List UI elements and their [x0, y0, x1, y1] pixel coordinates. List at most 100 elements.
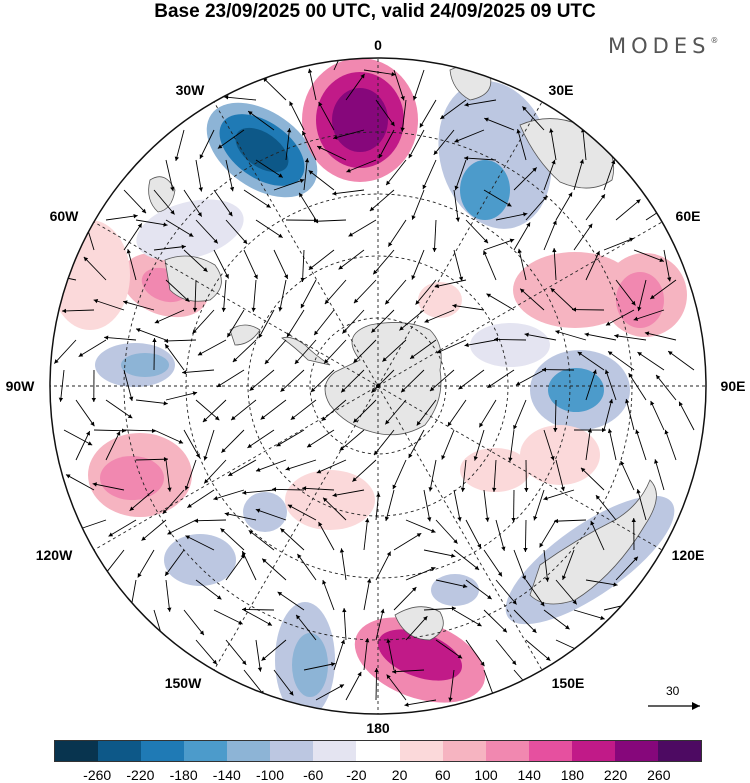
wind-arrow — [635, 429, 647, 461]
wind-arrow — [435, 519, 458, 544]
wind-arrow — [625, 398, 635, 431]
wind-arrow — [184, 459, 197, 491]
wind-arrow — [478, 399, 497, 428]
wind-arrow — [429, 369, 455, 392]
coastline — [394, 606, 444, 641]
wind-arrow — [289, 101, 305, 131]
wind-arrow — [516, 129, 527, 161]
colorbar-swatch — [227, 741, 271, 761]
wind-arrow — [405, 519, 436, 533]
wind-arrow — [195, 159, 203, 192]
wind-arrow — [183, 249, 208, 273]
wind-arrow — [435, 639, 463, 659]
wind-arrow — [165, 579, 172, 612]
coastline — [148, 176, 176, 213]
wind-arrow — [464, 339, 497, 348]
wind-arrow — [195, 219, 219, 244]
wind-arrow — [411, 189, 425, 220]
wind-arrow — [280, 528, 305, 551]
wind-arrow — [135, 399, 168, 406]
wind-arrow — [129, 489, 155, 512]
wind-arrow — [135, 219, 168, 227]
wind-arrow — [416, 399, 437, 426]
wind-arrow — [333, 129, 365, 140]
reference-vector-label: 30 — [666, 684, 680, 698]
wind-arrow — [333, 58, 348, 71]
wind-arrow — [278, 279, 287, 312]
wind-arrow — [363, 518, 370, 551]
wind-arrow — [255, 639, 263, 672]
wind-arrow — [549, 128, 557, 161]
wind-arrow — [123, 428, 156, 434]
wind-arrow — [428, 459, 437, 492]
wind-arrow — [423, 489, 432, 522]
wind-arrow — [213, 249, 229, 279]
colorbar-tick-label: 220 — [603, 767, 628, 783]
wind-arrow — [408, 129, 425, 159]
wind-arrow — [105, 431, 121, 461]
colorbar-swatch — [528, 741, 572, 761]
wind-arrow — [604, 369, 617, 401]
wind-arrow — [555, 459, 565, 492]
wind-arrow — [227, 459, 257, 477]
wind-arrow — [393, 532, 422, 551]
wind-arrow — [203, 429, 215, 461]
wind-arrow — [525, 579, 545, 607]
wind-arrow — [315, 684, 345, 701]
wind-arrow — [513, 609, 537, 634]
wind-arrow — [508, 429, 515, 462]
wind-arrow — [273, 669, 294, 696]
wind-arrow — [543, 159, 556, 191]
wind-arrow — [303, 662, 336, 671]
wind-arrow — [310, 369, 335, 393]
wind-arrow — [465, 579, 492, 600]
wind-arrow — [183, 189, 203, 217]
wind-arrow — [515, 369, 545, 386]
wind-arrow — [483, 189, 512, 207]
wind-arrow — [573, 609, 605, 621]
wind-arrow — [342, 309, 365, 334]
coastline — [324, 322, 442, 436]
wind-arrow — [409, 339, 437, 360]
wind-arrow — [345, 73, 365, 101]
wind-arrow — [226, 309, 245, 338]
wind-arrow — [495, 639, 517, 666]
wind-arrow — [371, 369, 395, 393]
wind-arrow — [255, 159, 284, 178]
wind-arrow — [294, 339, 317, 365]
wind-arrow — [199, 129, 215, 159]
wind-arrow — [91, 369, 97, 403]
wind-arrow — [375, 608, 385, 641]
wind-arrow — [363, 638, 370, 671]
wind-arrow — [524, 332, 557, 341]
wind-arrow — [453, 549, 480, 571]
wind-arrow — [543, 429, 555, 461]
anomaly-contour — [243, 492, 287, 532]
wind-arrow — [164, 549, 185, 577]
wind-arrow — [460, 459, 467, 492]
wind-arrow — [308, 249, 335, 271]
lon-label-30e: 30E — [548, 82, 574, 98]
wind-arrow — [525, 195, 548, 221]
wind-arrow — [562, 549, 575, 581]
wind-arrow — [637, 279, 647, 312]
wind-arrow — [345, 671, 362, 701]
lon-label-180: 180 — [366, 720, 390, 736]
wind-arrow — [607, 350, 635, 371]
wind-arrow — [301, 130, 317, 161]
wind-arrow — [165, 459, 172, 492]
wind-arrow — [373, 429, 395, 456]
wind-arrow — [322, 497, 347, 521]
wind-arrow — [75, 399, 95, 427]
wind-arrow — [290, 399, 317, 421]
wind-arrow — [432, 219, 437, 252]
wind-arrow — [221, 279, 227, 312]
wind-arrow — [123, 223, 143, 251]
wind-arrow — [400, 369, 425, 393]
wind-arrow — [65, 474, 95, 491]
wind-arrow — [644, 331, 677, 341]
wind-arrow — [454, 129, 485, 143]
wind-arrow — [637, 351, 665, 371]
wind-arrow — [247, 110, 275, 131]
